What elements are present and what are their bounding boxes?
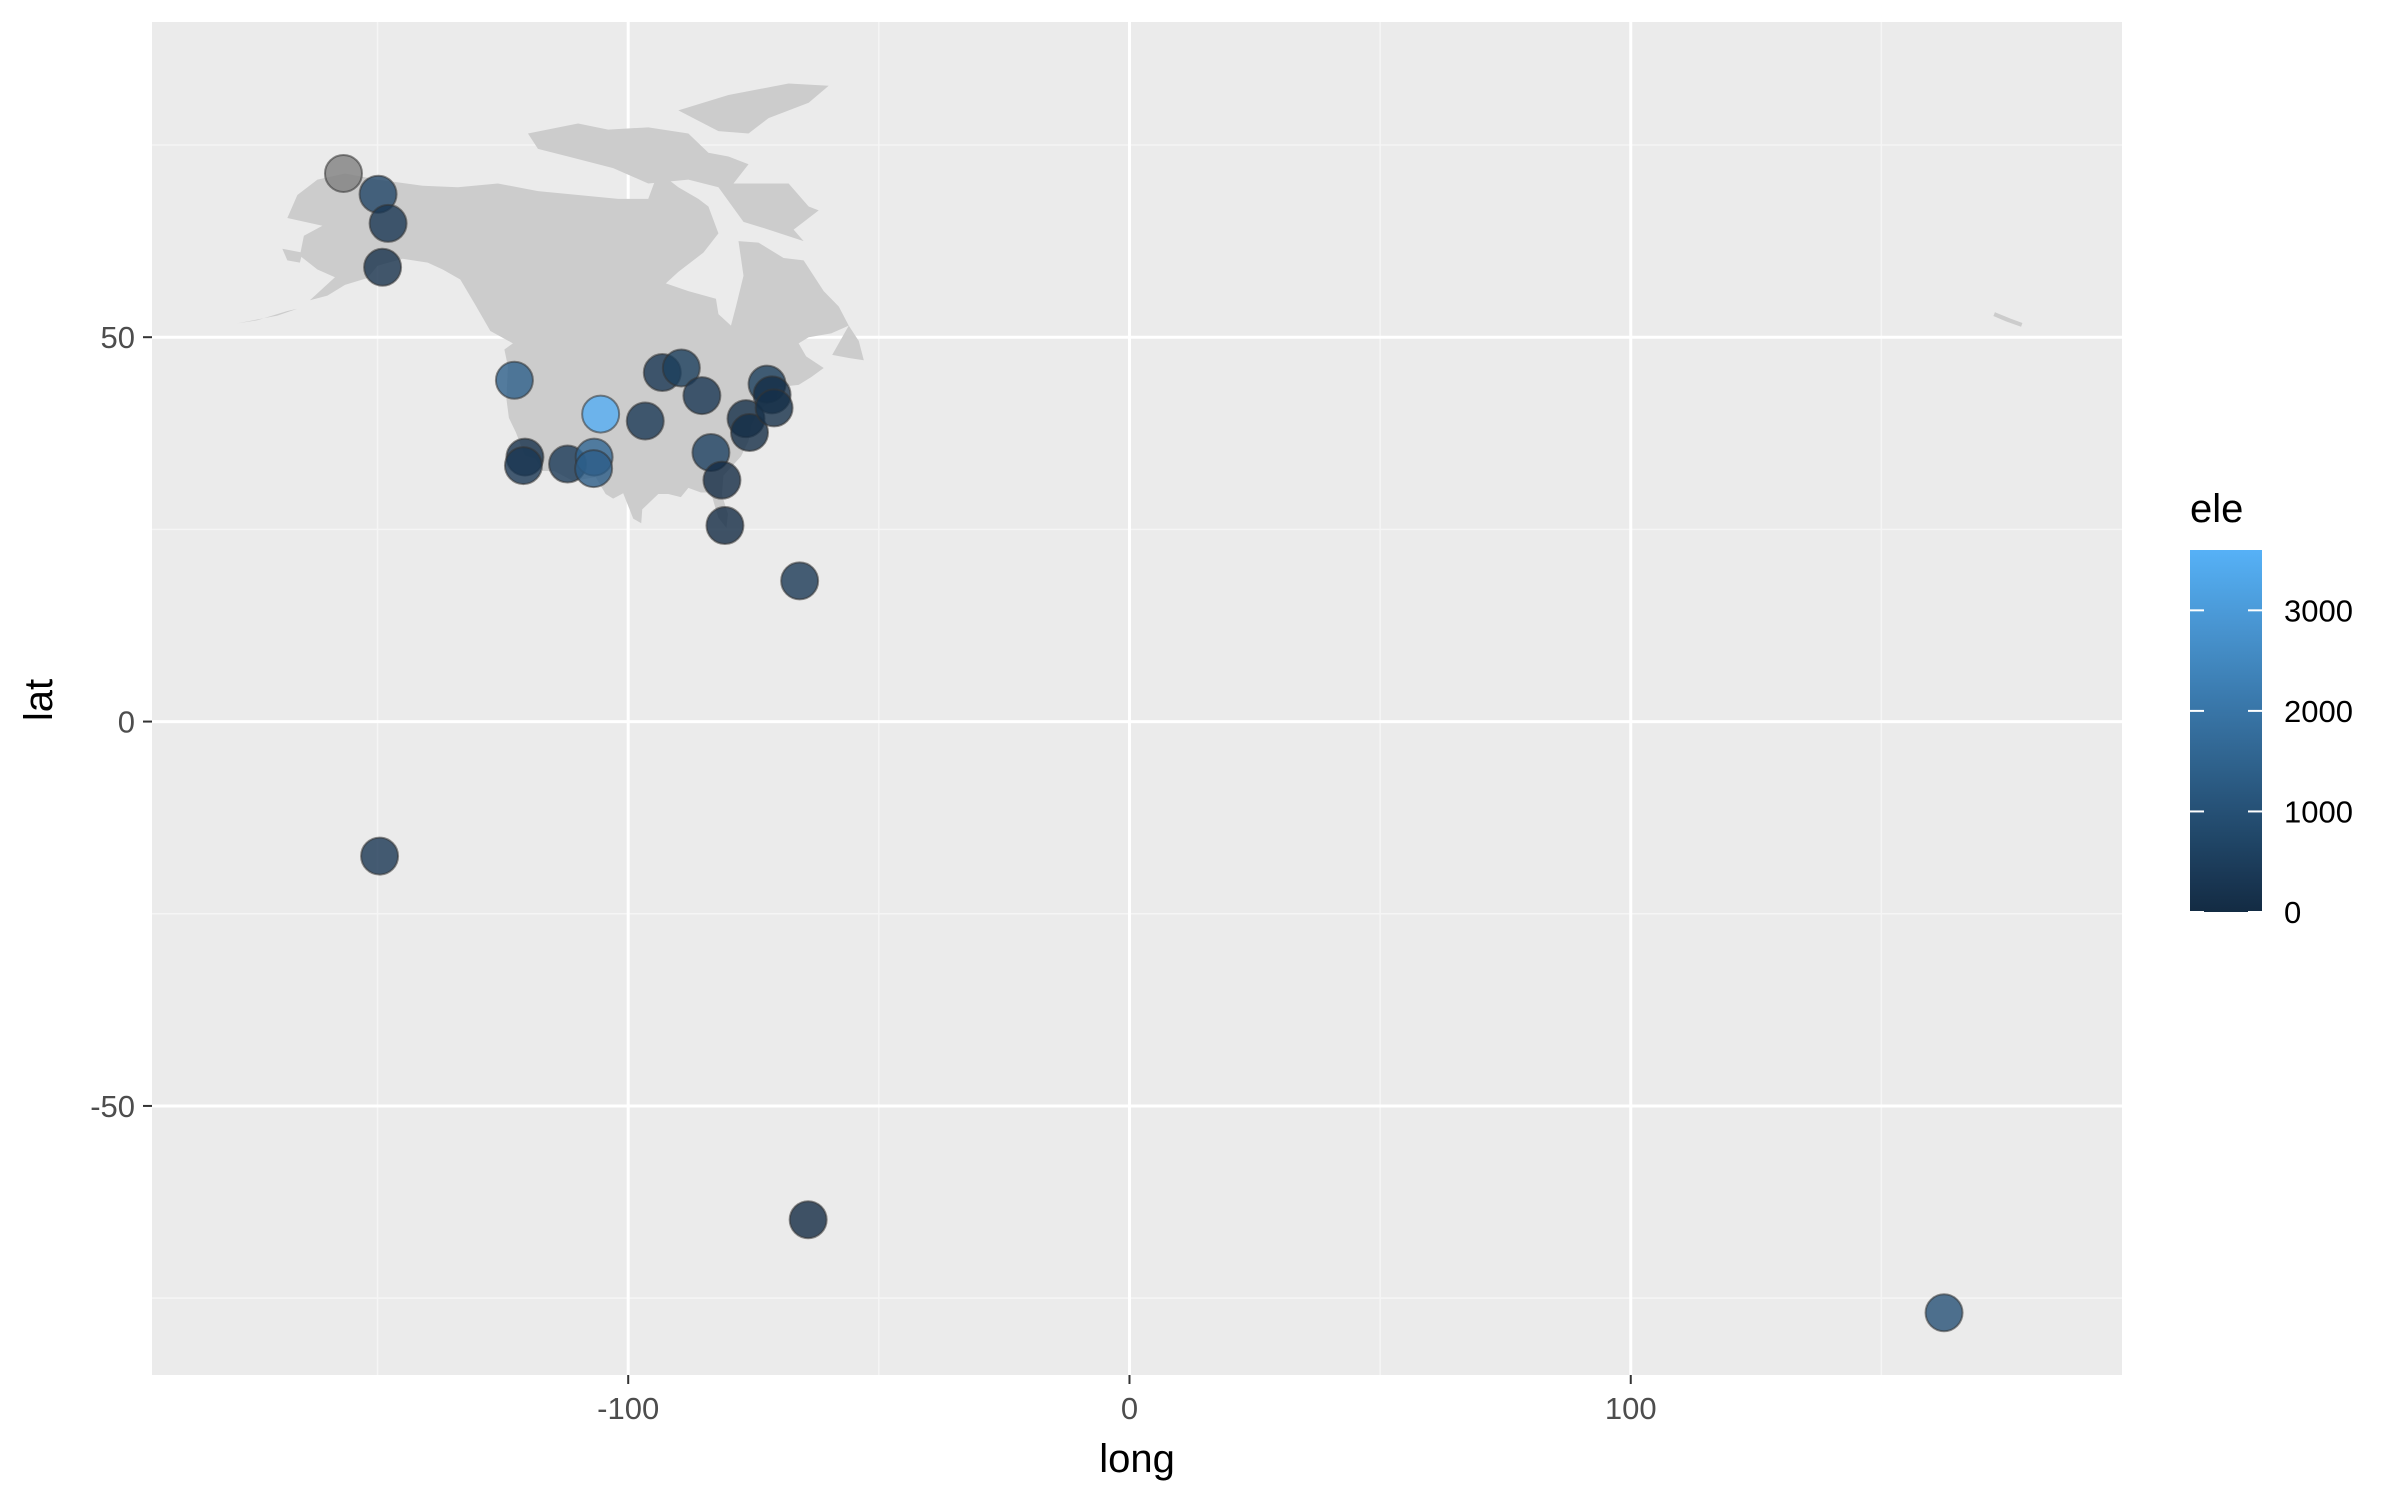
legend-colorbar [2190, 550, 2262, 912]
legend: ele 0 1000 2000 3000 [2190, 487, 2353, 930]
y-tick-label: 50 [101, 320, 135, 355]
data-point [581, 394, 621, 434]
data-point [754, 388, 794, 428]
data-point [682, 376, 722, 416]
data-point [625, 401, 665, 441]
x-tick-label: -100 [597, 1391, 659, 1426]
x-axis-title: long [1099, 1437, 1175, 1481]
data-point [363, 247, 403, 287]
legend-tick-label: 2000 [2284, 694, 2353, 729]
data-point [788, 1200, 828, 1240]
x-tick-label: 0 [1121, 1391, 1138, 1426]
island-land [527, 123, 819, 242]
axes: -100 0 100 -50 0 50 [90, 320, 1656, 1426]
data-point [661, 348, 701, 388]
aleutian-islands-west [1993, 312, 2023, 327]
data-point [780, 561, 820, 601]
y-axis-title: lat [17, 679, 61, 721]
data-point [368, 203, 408, 243]
island-land [678, 83, 829, 134]
data-points [323, 153, 1964, 1333]
island-land [832, 325, 864, 361]
island-land [282, 248, 303, 263]
data-point [730, 413, 770, 453]
data-point [360, 836, 400, 876]
data-point [705, 506, 745, 546]
x-tick-label: 100 [1605, 1391, 1657, 1426]
legend-tick-label: 1000 [2284, 794, 2353, 829]
y-tick-label: -50 [90, 1089, 135, 1124]
data-point [323, 153, 363, 193]
island-land [237, 308, 298, 324]
data-point [1924, 1293, 1964, 1333]
legend-title: ele [2190, 487, 2243, 531]
data-point [494, 360, 534, 400]
legend-tick-label: 3000 [2284, 593, 2353, 628]
y-tick-label: 0 [118, 705, 135, 740]
data-point [574, 449, 614, 489]
data-point [503, 446, 543, 486]
legend-ticks: 0 1000 2000 3000 [2190, 593, 2353, 930]
legend-tick-label: 0 [2284, 895, 2301, 930]
data-point [702, 460, 742, 500]
